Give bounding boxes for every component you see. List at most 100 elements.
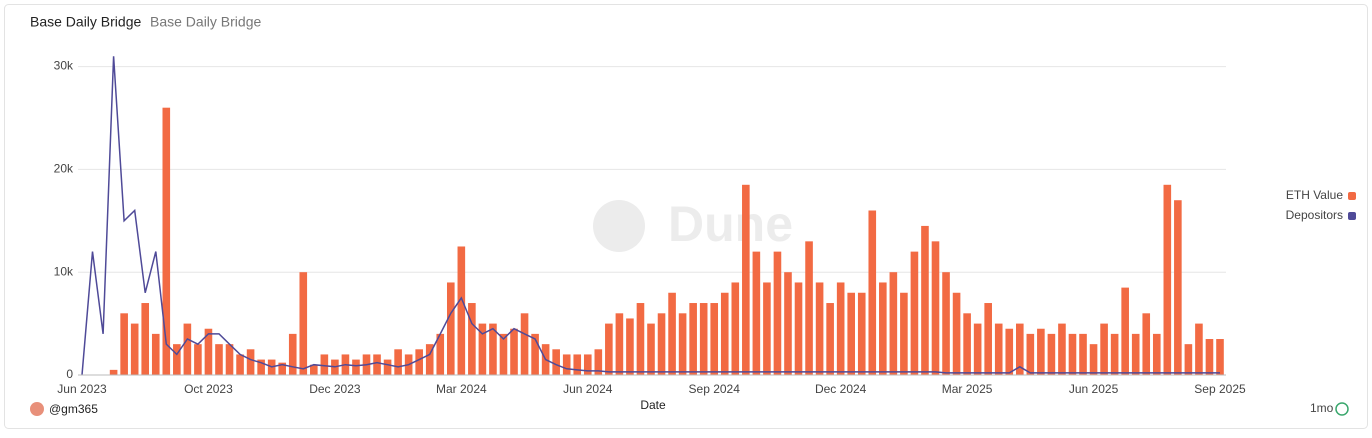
- bar: [478, 323, 487, 375]
- bar: [615, 313, 624, 375]
- avatar: [30, 402, 44, 416]
- bar: [1026, 333, 1035, 375]
- x-tick-label: Dec 2024: [815, 382, 867, 396]
- legend-label: Depositors: [1286, 208, 1343, 222]
- bar: [383, 359, 392, 375]
- x-tick-label: Jun 2025: [1069, 382, 1119, 396]
- bar: [889, 272, 898, 375]
- legend-swatch: [1348, 192, 1356, 200]
- bar: [1047, 333, 1056, 375]
- bar: [815, 282, 824, 375]
- bar: [752, 251, 761, 375]
- bar: [194, 344, 202, 375]
- bar: [457, 246, 466, 375]
- author: @gm365: [49, 402, 98, 416]
- bar: [1100, 323, 1108, 375]
- watermark-logo: [593, 200, 645, 252]
- bar: [120, 313, 128, 375]
- bar: [668, 292, 676, 375]
- bar: [573, 354, 582, 375]
- bar: [1152, 333, 1161, 375]
- bar: [678, 313, 687, 375]
- bar: [963, 313, 971, 375]
- bar: [373, 354, 381, 375]
- x-tick-label: Dec 2023: [309, 382, 361, 396]
- bar: [130, 323, 139, 375]
- bar: [510, 328, 518, 375]
- bar: [731, 282, 740, 375]
- bar: [1131, 333, 1140, 375]
- bar: [173, 344, 181, 375]
- bar: [657, 313, 666, 375]
- bar: [794, 282, 803, 375]
- bar: [1068, 333, 1077, 375]
- bar: [1216, 339, 1224, 375]
- bar: [1089, 344, 1098, 375]
- bar: [836, 282, 845, 375]
- bar: [742, 184, 750, 375]
- bar: [278, 362, 287, 375]
- bar: [784, 272, 792, 375]
- bar: [425, 344, 434, 375]
- y-tick-label: 0: [66, 367, 73, 381]
- bar: [931, 241, 940, 375]
- y-tick-label: 20k: [54, 162, 74, 176]
- bar: [1174, 200, 1182, 375]
- watermark: Dune: [668, 196, 793, 252]
- bar: [699, 303, 708, 375]
- bar: [446, 282, 455, 375]
- x-tick-label: Oct 2023: [184, 382, 233, 396]
- bar: [552, 349, 560, 375]
- bar: [868, 210, 877, 375]
- bar: [1037, 328, 1045, 375]
- x-tick-label: Jun 2024: [563, 382, 613, 396]
- bar: [520, 313, 529, 375]
- bar: [489, 323, 497, 375]
- bar: [1110, 333, 1119, 375]
- bar: [468, 303, 476, 375]
- legend-swatch: [1348, 212, 1356, 220]
- x-tick-label: Jun 2023: [57, 382, 107, 396]
- status-icon: [1335, 402, 1349, 416]
- bar: [984, 303, 992, 375]
- bar: [1205, 339, 1214, 375]
- chart-title: Base Daily Bridge: [30, 14, 141, 30]
- bar: [1142, 313, 1151, 375]
- card-border: [4, 4, 1368, 429]
- x-tick-label: Sep 2025: [1194, 382, 1246, 396]
- legend-label: ETH Value: [1286, 188, 1343, 202]
- y-tick-label: 30k: [54, 59, 74, 73]
- bar: [626, 318, 634, 375]
- bar: [847, 292, 856, 375]
- bar: [605, 323, 613, 375]
- bar: [531, 333, 539, 375]
- bar: [236, 354, 244, 375]
- bar: [162, 107, 171, 375]
- x-tick-label: Mar 2024: [436, 382, 487, 396]
- bar: [246, 349, 255, 375]
- bar: [1005, 328, 1014, 375]
- bar: [1195, 323, 1203, 375]
- bar: [952, 292, 961, 375]
- bar: [994, 323, 1003, 375]
- bar: [647, 323, 655, 375]
- bar: [900, 292, 908, 375]
- bar: [973, 323, 982, 375]
- bar: [689, 303, 697, 375]
- bar: [204, 328, 213, 375]
- bar: [562, 354, 571, 375]
- interval: 1mo: [1310, 401, 1334, 415]
- bar: [310, 364, 318, 375]
- bar: [499, 333, 508, 375]
- bar: [1015, 323, 1024, 375]
- bar: [288, 333, 297, 375]
- bar: [942, 272, 950, 375]
- bar: [352, 359, 360, 375]
- bar: [636, 303, 645, 375]
- bar: [151, 333, 160, 375]
- x-tick-label: Mar 2025: [942, 382, 993, 396]
- bar: [141, 303, 150, 375]
- y-tick-label: 10k: [54, 264, 74, 278]
- bar: [183, 323, 192, 375]
